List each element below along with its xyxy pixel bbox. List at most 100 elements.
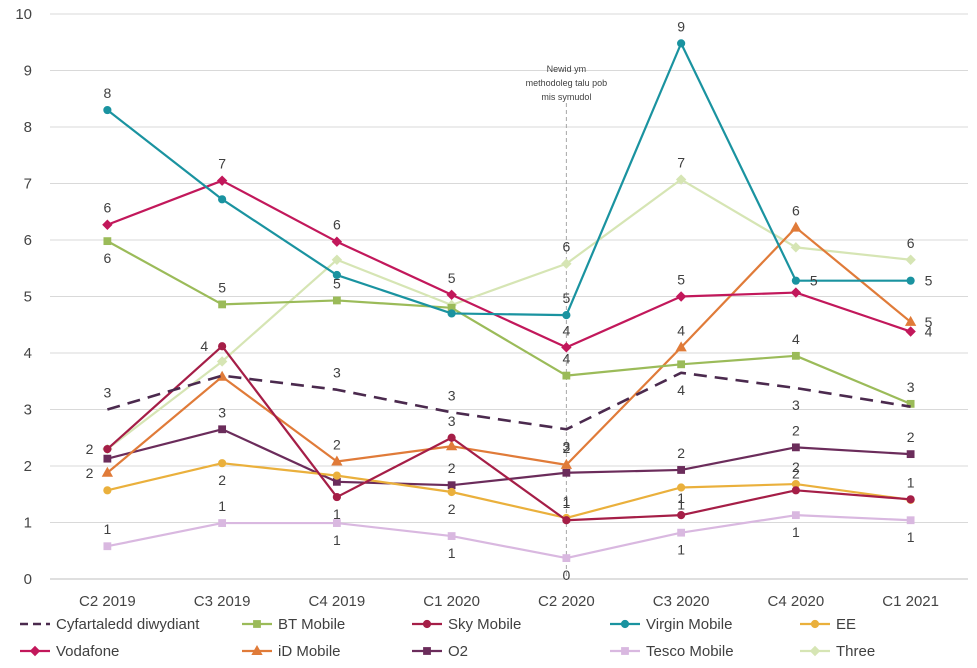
data-label-virgin-mobile: 5 (925, 273, 933, 289)
series-virgin-mobile (103, 39, 915, 320)
point-virgin-mobile (103, 105, 112, 115)
point-o2 (447, 481, 456, 490)
x-tick-label: C3 2019 (194, 593, 251, 610)
legend-label: EE (836, 615, 857, 633)
data-label-id-mobile: 4 (677, 322, 685, 338)
point-three (675, 174, 687, 185)
y-tick-label: 9 (24, 63, 32, 80)
x-tick-label: C1 2020 (423, 593, 480, 610)
data-label-ee: 2 (448, 501, 456, 517)
point-vodafone (905, 326, 916, 337)
data-label-vodafone: 4 (562, 322, 570, 338)
point-sky-mobile (677, 511, 686, 520)
point-tesco-mobile (447, 532, 456, 540)
point-id-mobile (445, 440, 458, 451)
annotation-text: methodoleg talu pob (526, 78, 608, 88)
legend-label: Three (836, 642, 876, 660)
x-tick-label: C1 2021 (882, 593, 939, 610)
legend-swatch (242, 644, 272, 655)
data-label-three: 6 (907, 235, 915, 251)
point-ee (677, 483, 686, 492)
point-id-mobile (331, 455, 343, 466)
legend-swatch (610, 647, 640, 655)
data-label-cyfartaledd-diwydiant: 3 (792, 397, 800, 413)
legend-item-three: Three (798, 639, 875, 663)
y-tick-label: 6 (24, 232, 32, 249)
data-label-bt-mobile: 6 (103, 250, 111, 266)
point-ee (218, 459, 227, 468)
series-sky-mobile (103, 342, 915, 525)
point-virgin-mobile (218, 195, 227, 204)
point-three (790, 242, 802, 253)
data-label-vodafone: 4 (925, 324, 933, 340)
point-three (561, 258, 572, 269)
series-cyfartaledd-diwydiant (107, 371, 911, 431)
point-sky-mobile (218, 342, 227, 351)
y-tick-label: 2 (24, 458, 32, 475)
legend-label: iD Mobile (278, 642, 341, 660)
data-label-sky-mobile: 2 (792, 465, 800, 481)
data-label-virgin-mobile: 9 (677, 18, 685, 34)
point-bt-mobile (218, 300, 227, 309)
point-virgin-mobile (791, 276, 800, 285)
annotation-text: mis symudol (541, 92, 591, 102)
data-label-o2: 2 (792, 422, 800, 438)
point-vodafone (561, 342, 572, 353)
point-tesco-mobile (562, 554, 571, 562)
series-line-virgin-mobile (106, 42, 911, 317)
point-id-mobile (904, 315, 917, 326)
series-line-three (106, 178, 911, 450)
series-line-bt-mobile (106, 240, 912, 405)
point-sky-mobile (103, 444, 112, 454)
series-bt-mobile (103, 237, 915, 408)
data-label-sky-mobile: 4 (200, 338, 208, 354)
point-o2 (562, 468, 571, 477)
legend-marker (29, 645, 41, 657)
point-vodafone (446, 289, 457, 301)
data-label-tesco-mobile: 1 (103, 521, 111, 537)
series-line-vodafone (106, 179, 911, 349)
legend-marker (423, 647, 431, 655)
point-vodafone (102, 219, 113, 230)
series-tesco-mobile (103, 511, 915, 562)
point-sky-mobile (332, 492, 341, 502)
data-label-ee: 1 (677, 496, 685, 512)
series-line-id-mobile (106, 226, 912, 474)
point-bt-mobile (906, 399, 915, 408)
point-virgin-mobile (332, 270, 341, 280)
point-tesco-mobile (791, 511, 800, 520)
y-axis: 0 1 2 3 4 5 6 7 8 9 10 (15, 6, 32, 588)
data-label-virgin-mobile: 5 (562, 290, 570, 306)
data-label-bt-mobile: 5 (218, 279, 226, 295)
point-vodafone (331, 236, 343, 247)
point-sky-mobile (906, 495, 915, 504)
x-tick-label: C2 2019 (79, 593, 136, 610)
legend-swatch (800, 645, 830, 657)
data-label-ee: 2 (792, 459, 800, 475)
point-tesco-mobile (103, 542, 112, 551)
legend-label: Tesco Mobile (646, 642, 734, 660)
point-o2 (218, 425, 227, 434)
point-tesco-mobile (332, 519, 341, 527)
y-tick-label: 8 (24, 119, 32, 136)
legend-item-tesco-mobile: Tesco Mobile (608, 639, 734, 663)
x-tick-label: C4 2020 (768, 593, 825, 610)
y-tick-label: 0 (24, 571, 32, 588)
legend-marker (422, 619, 432, 629)
x-tick-label: C4 2019 (309, 593, 366, 610)
data-label-tesco-mobile: 1 (792, 524, 800, 540)
point-three (331, 254, 343, 265)
data-label-o2: 2 (448, 460, 456, 476)
data-label-id-mobile: 6 (792, 203, 800, 219)
point-ee (447, 487, 456, 497)
data-label-id-mobile: 2 (86, 465, 94, 481)
data-label-virgin-mobile: 8 (103, 85, 111, 101)
y-tick-label: 5 (24, 289, 32, 306)
point-id-mobile (790, 221, 802, 232)
point-virgin-mobile (906, 276, 915, 285)
point-id-mobile (101, 466, 114, 477)
point-tesco-mobile (906, 516, 915, 525)
point-bt-mobile (791, 351, 800, 360)
legend-swatch (610, 619, 640, 629)
